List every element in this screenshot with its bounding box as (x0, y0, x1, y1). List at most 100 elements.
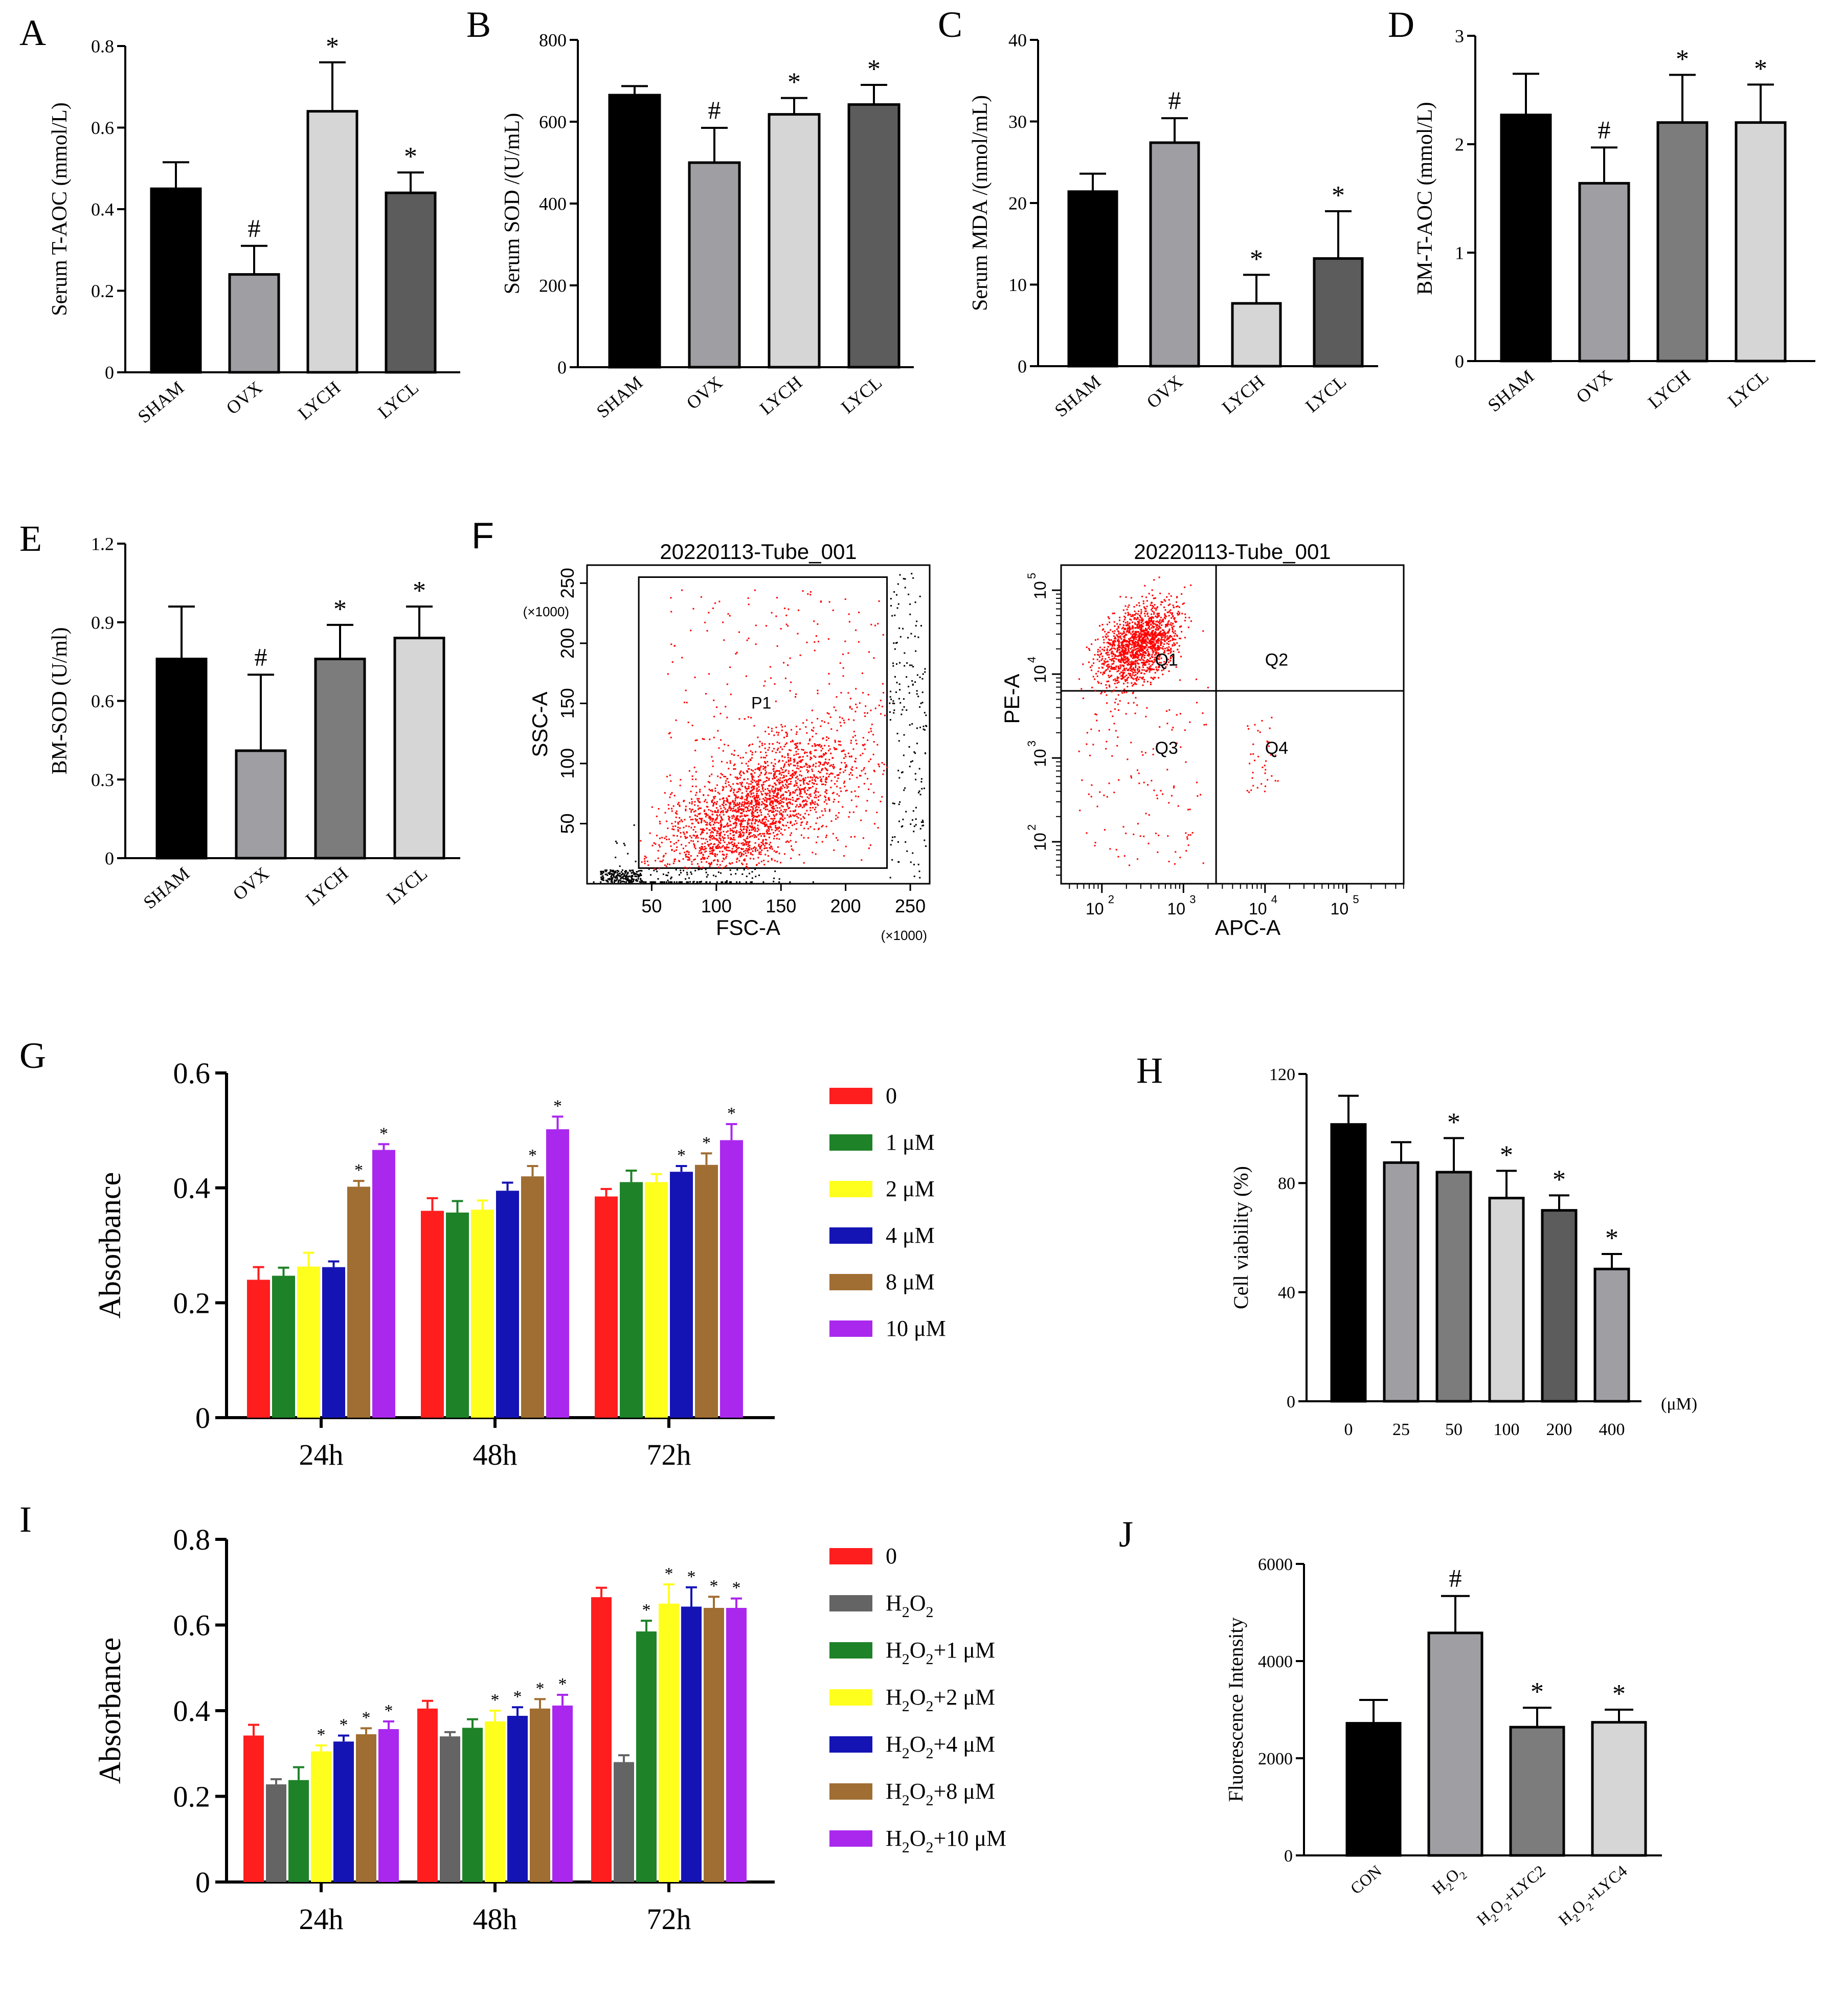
event-dot (711, 773, 713, 775)
event-dot (776, 799, 778, 801)
event-dot (1110, 648, 1112, 651)
event-dot (1121, 651, 1123, 653)
event-dot (1178, 606, 1180, 608)
event-dot (891, 615, 893, 617)
event-dot (1151, 631, 1153, 633)
event-dot (1158, 634, 1160, 636)
event-dot (786, 733, 788, 735)
event-dot (844, 762, 846, 764)
event-dot (850, 791, 852, 793)
event-dot (851, 769, 853, 771)
event-dot (833, 801, 835, 803)
event-dot (1167, 631, 1169, 633)
event-dot (716, 830, 718, 832)
event-dot (740, 836, 742, 838)
event-dot (790, 783, 792, 785)
event-dot (655, 868, 657, 870)
event-dot (747, 845, 749, 847)
event-dot (1150, 604, 1152, 606)
event-dot (737, 809, 739, 811)
event-dot (757, 763, 759, 765)
event-dot (729, 786, 731, 788)
event-dot (732, 810, 734, 812)
event-dot (1097, 670, 1099, 673)
event-dot (711, 801, 713, 803)
event-dot (747, 814, 749, 816)
event-dot (1170, 648, 1172, 650)
event-dot (757, 767, 759, 769)
event-dot (633, 824, 635, 826)
event-dot (722, 803, 724, 805)
event-dot (1137, 647, 1139, 649)
event-dot (720, 826, 722, 828)
event-dot (1126, 658, 1128, 660)
event-dot (796, 798, 798, 800)
event-dot (747, 827, 749, 829)
event-dot (817, 836, 819, 838)
event-dot (1154, 648, 1156, 651)
event-dot (919, 794, 921, 796)
event-dot (1154, 604, 1156, 606)
event-dot (1164, 647, 1166, 649)
bar-sham (608, 94, 661, 369)
event-dot (1179, 637, 1181, 639)
event-dot (807, 837, 809, 839)
event-dot (916, 674, 918, 676)
event-dot (1108, 618, 1110, 620)
event-dot (714, 855, 716, 857)
event-dot (891, 840, 893, 842)
event-dot (741, 801, 744, 803)
event-dot (807, 593, 809, 595)
event-dot (1091, 643, 1093, 645)
event-dot (923, 788, 925, 790)
event-dot (1127, 606, 1129, 608)
event-dot (612, 870, 614, 872)
event-dot (805, 777, 807, 779)
event-dot (665, 874, 667, 876)
event-dot (1117, 703, 1119, 705)
panel-label: E (19, 518, 42, 559)
event-dot (593, 881, 595, 883)
event-dot (1152, 649, 1154, 652)
event-dot (1116, 682, 1118, 684)
event-dot (762, 842, 764, 844)
event-dot (769, 843, 771, 845)
event-dot (727, 613, 729, 615)
event-dot (740, 819, 743, 821)
event-dot (683, 833, 685, 835)
event-dot (1141, 656, 1143, 658)
event-dot (1121, 650, 1123, 652)
event-dot (1134, 645, 1136, 647)
event-dot (739, 815, 741, 817)
event-dot (836, 786, 838, 788)
event-dot (756, 802, 758, 804)
event-dot (776, 645, 778, 647)
event-dot (1108, 632, 1110, 634)
event-dot (625, 877, 627, 879)
event-dot (756, 800, 758, 802)
event-dot (1106, 633, 1108, 635)
event-dot (764, 780, 766, 782)
event-dot (753, 816, 755, 818)
event-dot (677, 830, 679, 832)
event-dot (812, 730, 814, 732)
event-dot (844, 786, 846, 788)
event-dot (779, 777, 781, 779)
event-dot (743, 772, 745, 774)
event-dot (717, 811, 719, 813)
event-dot (698, 813, 700, 815)
event-dot (1124, 622, 1127, 624)
event-dot (806, 789, 808, 791)
event-dot (1144, 647, 1146, 649)
event-dot (740, 805, 743, 807)
event-dot (1127, 656, 1129, 658)
event-dot (1093, 662, 1095, 664)
event-dot (790, 792, 792, 794)
y-tick-label: 120 (1269, 1065, 1295, 1084)
event-dot (1139, 659, 1141, 661)
event-dot (806, 732, 808, 734)
event-dot (889, 690, 891, 692)
event-dot (1121, 675, 1123, 677)
event-dot (1150, 643, 1152, 645)
event-dot (1141, 617, 1143, 619)
